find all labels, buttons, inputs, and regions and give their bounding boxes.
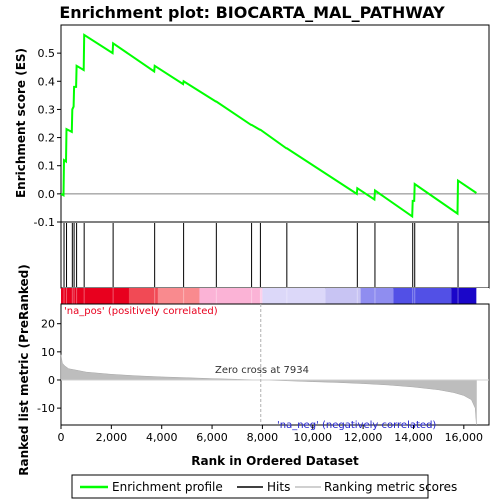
gradient-segment [262, 288, 326, 304]
es-y-tick-label: 0.1 [38, 160, 56, 173]
metric-y-axis-label: Ranked list metric (PreRanked) [17, 264, 31, 476]
chart-title: Enrichment plot: BIOCARTA_MAL_PATHWAY [59, 3, 445, 22]
gradient-segment [128, 288, 158, 304]
x-tick-label: 0 [58, 431, 65, 444]
x-tick-label: 16,000 [445, 431, 484, 444]
gradient-segment [260, 288, 263, 304]
es-y-tick-label: 0.2 [38, 132, 56, 145]
legend-ranking-metric: Ranking metric scores [295, 480, 457, 494]
x-tick-label: 14,000 [394, 431, 433, 444]
gradient-segment [157, 288, 200, 304]
zero-cross-label: Zero cross at 7934 [215, 365, 309, 376]
es-panel-frame [60, 24, 490, 223]
legend-enrichment-label: Enrichment profile [112, 480, 223, 494]
metric-y-tick-label: -10 [37, 402, 55, 415]
gradient-segment [61, 288, 129, 304]
x-axis-label: Rank in Ordered Dataset [191, 454, 359, 468]
legend-hits-label: Hits [267, 480, 290, 494]
gradient-segment [325, 288, 361, 304]
es-y-tick-label: 0.5 [38, 47, 56, 60]
gradient-segment [360, 288, 394, 304]
es-y-axis-label: Enrichment score (ES) [14, 48, 28, 198]
es-y-tick-label: -0.1 [34, 216, 55, 229]
es-y-ticks: -0.1 0.0 0.1 0.2 0.3 0.4 0.5 [34, 47, 61, 229]
gradient-segment [393, 288, 452, 304]
enrichment-profile-line [60, 33, 477, 219]
x-axis-ticks: 0 2,000 4,000 6,000 8,000 10,000 12,000 14,000 1… [58, 425, 484, 444]
x-tick-label: 12,000 [344, 431, 383, 444]
neg-correlated-label: 'na_neg' (negatively correlated) [277, 420, 436, 431]
x-tick-label: 8,000 [247, 431, 279, 444]
metric-y-ticks: -10 0 10 20 [37, 318, 61, 415]
metric-y-tick-label: 0 [48, 374, 55, 387]
metric-y-tick-label: 10 [41, 346, 55, 359]
x-tick-label: 4,000 [146, 431, 178, 444]
gradient-tail [476, 288, 489, 304]
x-tick-label: 6,000 [196, 431, 228, 444]
gradient-segment [451, 288, 477, 304]
hit-lines [63, 223, 459, 287]
legend-ranking-label: Ranking metric scores [324, 480, 457, 494]
es-y-tick-label: 0.4 [38, 75, 56, 88]
x-tick-label: 10,000 [294, 431, 333, 444]
rank-gradient-bar [61, 288, 489, 305]
hits-panel-frame [60, 221, 490, 289]
es-y-tick-label: 0.0 [38, 188, 56, 201]
pos-correlated-label: 'na_pos' (positively correlated) [64, 306, 218, 317]
legend-enrichment-profile: Enrichment profile [80, 480, 223, 494]
gradient-segment [199, 288, 261, 304]
x-tick-label: 2,000 [96, 431, 128, 444]
legend-hits: Hits [237, 480, 290, 494]
metric-y-tick-label: 20 [41, 318, 55, 331]
es-y-tick-label: 0.3 [38, 103, 56, 116]
